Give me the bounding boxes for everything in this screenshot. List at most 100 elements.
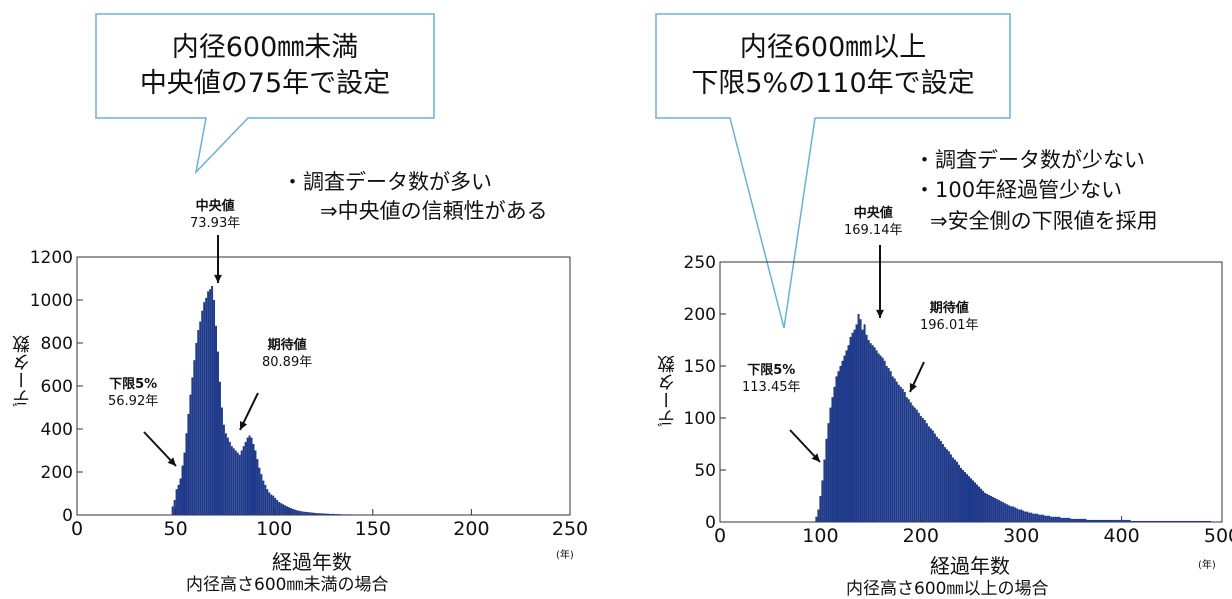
histogram-bar <box>918 413 920 522</box>
histogram-bar <box>926 423 928 522</box>
histogram-bar <box>1205 521 1207 522</box>
y-tick-label: 250 <box>684 253 716 273</box>
histogram-bar <box>912 406 914 522</box>
histogram-bar <box>1165 521 1167 522</box>
histogram-bar <box>930 428 932 522</box>
histogram-bar <box>1040 515 1042 522</box>
histogram-bar <box>878 354 880 522</box>
marker-label-median-right: 中央値 169.14年 <box>844 205 903 239</box>
histogram-bar <box>1157 521 1159 522</box>
histogram-bar <box>1088 520 1090 522</box>
histogram-bar <box>1012 506 1014 522</box>
histogram-bar <box>1052 517 1054 522</box>
histogram-bar <box>972 480 974 522</box>
histogram-bar <box>900 387 902 522</box>
y-tick-label: 0 <box>705 513 716 533</box>
histogram-bar <box>928 426 930 522</box>
histogram-bar <box>1028 513 1030 522</box>
histogram-bar <box>864 324 866 522</box>
histogram-bar <box>956 462 958 522</box>
histogram-bar <box>856 324 858 522</box>
histogram-bar <box>988 495 990 522</box>
histogram-bar <box>1109 520 1111 522</box>
histogram-bar <box>1115 520 1117 522</box>
histogram-bar <box>1046 516 1048 522</box>
histogram-bar <box>1074 519 1076 522</box>
histogram-bar <box>1145 521 1147 522</box>
histogram-bar <box>1135 521 1137 522</box>
histogram-bar <box>1161 521 1163 522</box>
histogram-bar <box>1099 520 1101 522</box>
histogram-bar <box>910 402 912 522</box>
histogram-bar <box>1153 521 1155 522</box>
histogram-bar <box>936 437 938 522</box>
histogram-bar <box>998 500 1000 522</box>
histogram-bar <box>1080 519 1082 522</box>
histogram-bar <box>966 474 968 522</box>
histogram-bar <box>1185 521 1187 522</box>
histogram-bar <box>1090 520 1092 522</box>
histogram-bar <box>1149 521 1151 522</box>
histogram-bar <box>841 361 843 522</box>
histogram-bar <box>1097 520 1099 522</box>
histogram-bar <box>854 330 856 522</box>
histogram-bar <box>992 497 994 522</box>
histogram-bar <box>870 343 872 522</box>
histogram-bar <box>850 337 852 522</box>
histogram-bar <box>1054 517 1056 522</box>
histogram-bar <box>1159 521 1161 522</box>
histogram-bar <box>846 350 848 522</box>
histogram-bar <box>1058 517 1060 522</box>
histogram-bar <box>848 345 850 522</box>
histogram-bar <box>996 499 998 522</box>
histogram-bar <box>880 356 882 522</box>
histogram-bar <box>888 368 890 522</box>
histogram-bar <box>1101 520 1103 522</box>
histogram-bar <box>1199 521 1201 522</box>
histogram-bar <box>920 416 922 522</box>
histogram-bar <box>1014 507 1016 522</box>
histogram-bar <box>1179 521 1181 522</box>
histogram-bar <box>1175 521 1177 522</box>
histogram-bar <box>1105 520 1107 522</box>
histogram-bar <box>1006 504 1008 522</box>
histogram-bar <box>1111 520 1113 522</box>
histogram-bar <box>1070 519 1072 522</box>
histogram-bar <box>982 491 984 522</box>
histogram-bar <box>1103 520 1105 522</box>
histogram-bar <box>1034 514 1036 522</box>
histogram-bar <box>1084 519 1086 522</box>
histogram-bar <box>890 371 892 522</box>
caption-right: 内径高さ600㎜以上の場合 <box>846 574 1048 599</box>
histogram-bar <box>974 482 976 522</box>
histogram-bar <box>876 350 878 522</box>
x-unit-right: (年) <box>1198 556 1216 571</box>
y-tick-label: 200 <box>684 305 716 325</box>
histogram-bar <box>904 392 906 522</box>
histogram-bar <box>1171 521 1173 522</box>
histogram-bar <box>1072 519 1074 522</box>
histogram-bar <box>906 397 908 522</box>
histogram-bar <box>1137 521 1139 522</box>
histogram-bar <box>1181 521 1183 522</box>
histogram-bar <box>892 376 894 522</box>
histogram-bar <box>924 420 926 522</box>
histogram-bar <box>1163 521 1165 522</box>
y-tick-label: 100 <box>684 409 716 429</box>
histogram-bar <box>1131 521 1133 522</box>
histogram-bar <box>1010 506 1012 522</box>
histogram-bar <box>1068 518 1070 522</box>
histogram-bar <box>1082 519 1084 522</box>
histogram-bar <box>1066 518 1068 522</box>
histogram-bar <box>948 451 950 522</box>
histogram-bar <box>1026 512 1028 522</box>
histogram-bar <box>980 489 982 522</box>
histogram-bar <box>978 487 980 522</box>
histogram-bar <box>946 449 948 522</box>
histogram-bar <box>1195 521 1197 522</box>
x-tick-label: 200 <box>903 525 939 547</box>
histogram-bar <box>1129 520 1131 522</box>
histogram-bar <box>1203 521 1205 522</box>
histogram-bar <box>1197 521 1199 522</box>
histogram-bar <box>958 465 960 522</box>
